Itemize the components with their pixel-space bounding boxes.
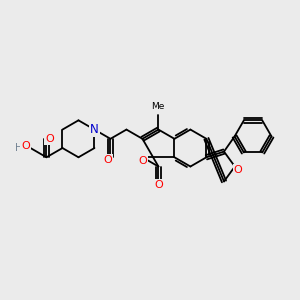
Text: H: H [15,143,22,153]
Text: O: O [103,155,112,165]
Text: O: O [233,164,242,175]
Text: O: O [45,134,54,144]
Text: O: O [21,141,30,151]
Text: Me: Me [151,102,164,111]
Text: N: N [90,123,99,136]
Text: O: O [138,156,147,166]
Text: O: O [154,180,163,190]
